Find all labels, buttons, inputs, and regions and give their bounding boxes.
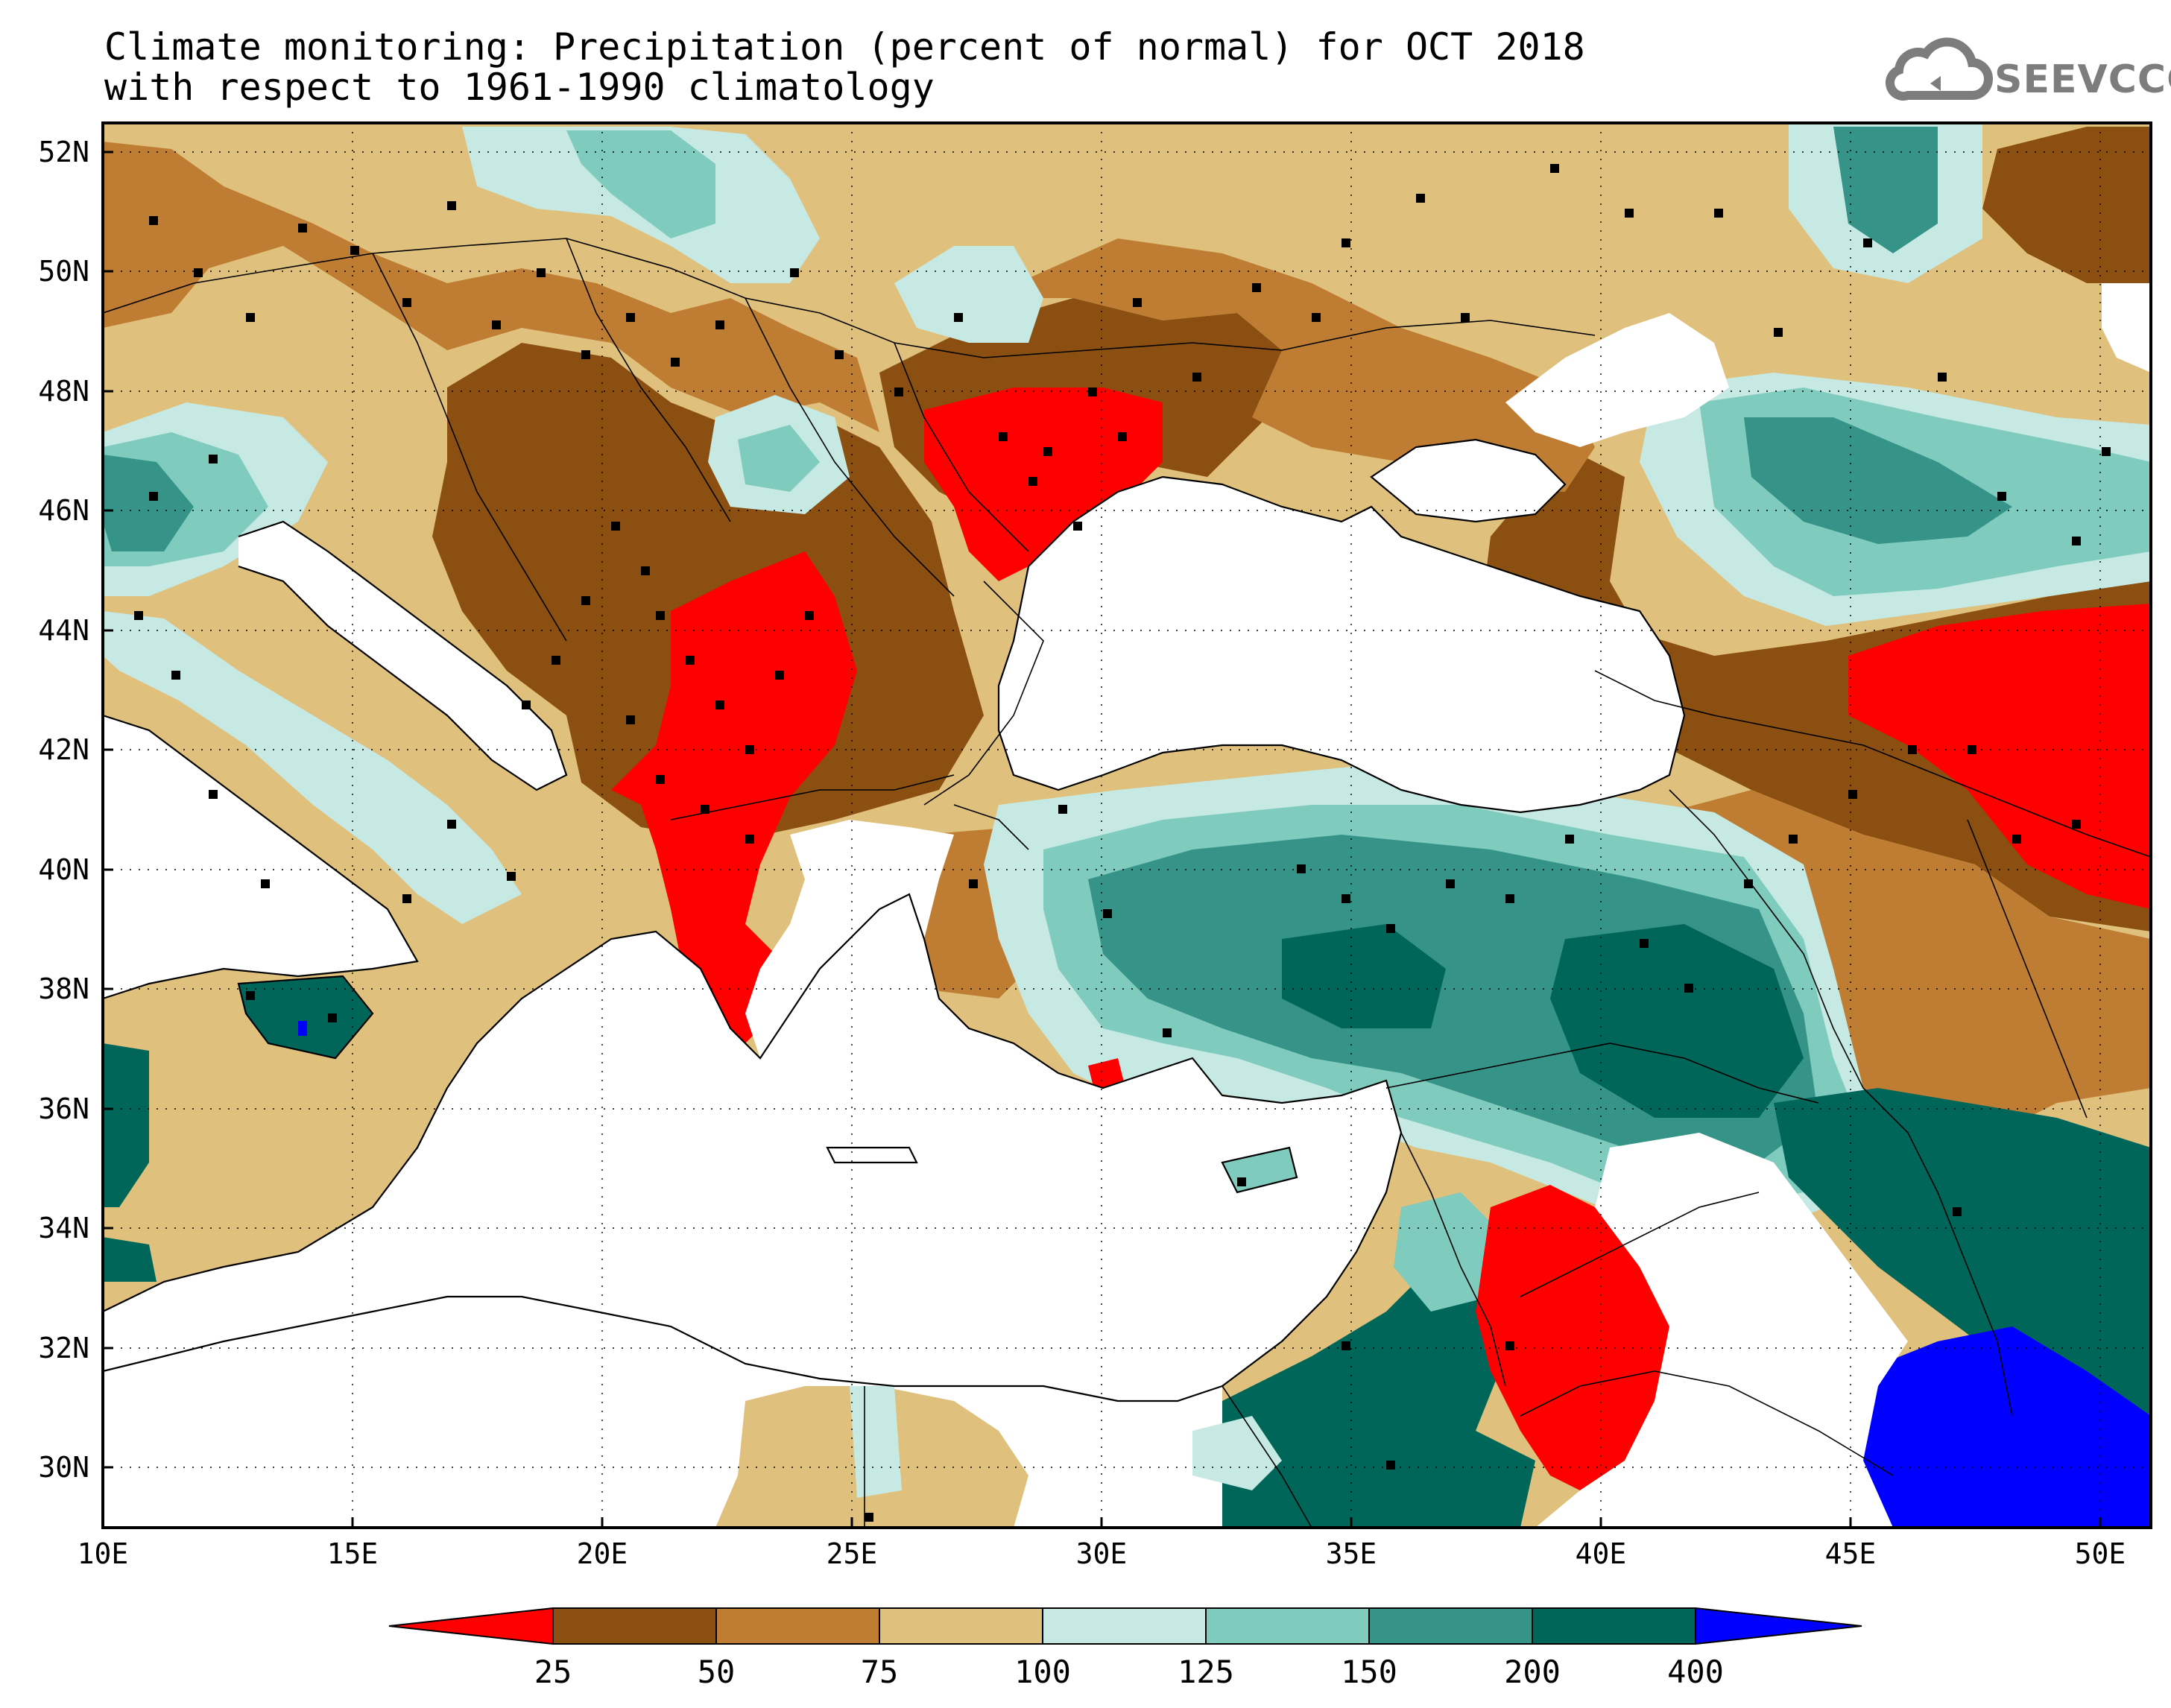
colorbar-seg-150-200	[1368, 1607, 1533, 1645]
y-tick-label: 36N	[38, 1092, 89, 1125]
seevccc-logo: SEEVCCC	[1886, 37, 2171, 102]
colorbar-label: 75	[861, 1654, 899, 1690]
zone-teal-west-edge	[103, 1043, 149, 1207]
zone-darkteal-alps	[103, 455, 194, 551]
y-tick-label: 42N	[38, 733, 89, 766]
x-tick-label: 30E	[1076, 1537, 1128, 1570]
axis-ticks	[101, 151, 2102, 1528]
y-tick-label: 48N	[38, 375, 89, 408]
colorbar-seg-below-25	[388, 1607, 554, 1645]
x-tick-label: 40E	[1576, 1537, 1627, 1570]
y-tick-label: 40N	[38, 853, 89, 886]
y-tick-label: 46N	[38, 494, 89, 527]
title-line-1: Climate monitoring: Precipitation (perce…	[104, 25, 1585, 69]
zone-lightteal-sinai	[1192, 1416, 1282, 1490]
zone-verydarkteal-iraq	[1774, 1088, 2151, 1431]
zone-red-romania	[924, 388, 1163, 581]
zone-lightteal-egypt	[850, 1386, 902, 1498]
colorbar-seg-50-75	[715, 1607, 880, 1645]
map-frame	[101, 121, 2152, 1529]
y-axis-labels: 52N 50N 48N 46N 44N 42N 40N 38N 36N 34N …	[38, 136, 89, 1484]
title-line-2: with respect to 1961-1990 climatology	[104, 66, 935, 109]
zone-darkteal-russia-north	[1833, 127, 1938, 253]
zone-lightteal-ukraine-north	[894, 246, 1043, 343]
zone-red-caucasus	[1848, 604, 2151, 909]
y-tick-label: 34N	[38, 1212, 89, 1244]
x-tick-label: 15E	[327, 1537, 379, 1570]
logo-text: SEEVCCC	[1994, 57, 2171, 102]
y-tick-label: 50N	[38, 255, 89, 288]
colorbar-seg-25-50	[552, 1607, 717, 1645]
no-data-russia-east	[2102, 283, 2151, 373]
zone-blue-sicily-dot	[298, 1021, 307, 1036]
colorbar-label: 50	[698, 1654, 736, 1690]
y-tick-label: 30N	[38, 1451, 89, 1484]
colorbar-label: 200	[1504, 1654, 1561, 1690]
colorbar-seg-100-125	[1042, 1607, 1207, 1645]
x-tick-label: 45E	[1825, 1537, 1877, 1570]
zone-blue-gulf	[1863, 1326, 2151, 1528]
azov-sea	[1371, 440, 1565, 522]
colorbar-seg-75-100	[879, 1607, 1043, 1645]
mediterranean-sea	[103, 894, 1401, 1401]
map-area	[103, 123, 2151, 1528]
black-sea	[999, 477, 1684, 812]
zone-lightteal-italy	[103, 611, 522, 924]
no-data-russia	[1505, 313, 1729, 447]
y-tick-label: 38N	[38, 972, 89, 1005]
zone-brown-central	[103, 142, 879, 432]
color-bar: 25 50 75 100 125 150 200 400	[388, 1607, 1862, 1690]
x-tick-label: 50E	[2075, 1537, 2126, 1570]
zone-dark-brown-northeast	[1982, 127, 2151, 283]
zone-teal-sicily	[238, 976, 373, 1058]
adriatic-sea	[238, 522, 566, 790]
colorbar-label: 25	[534, 1654, 572, 1690]
y-tick-label: 32N	[38, 1332, 89, 1364]
x-tick-label: 25E	[827, 1537, 878, 1570]
colorbar-seg-above-400	[1695, 1607, 1862, 1645]
zone-teal-hungary	[738, 425, 820, 492]
station-markers	[134, 164, 2111, 1522]
colorbar-seg-125-150	[1205, 1607, 1370, 1645]
colorbar-label: 150	[1341, 1654, 1397, 1690]
colorbar-seg-200-400	[1532, 1607, 1696, 1645]
x-axis-labels: 10E 15E 20E 25E 30E 35E 40E 45E 50E	[78, 1537, 2126, 1570]
zone-verydarkteal-anatolia	[1282, 924, 1446, 1028]
graticule	[103, 123, 2151, 1528]
colorbar-label: 400	[1667, 1654, 1724, 1690]
zone-teal-tunisia	[103, 1237, 157, 1282]
aegean-sea	[745, 820, 954, 1073]
tyrrhenian-sea	[103, 715, 417, 999]
x-tick-label: 20E	[577, 1537, 628, 1570]
y-tick-label: 44N	[38, 614, 89, 647]
cloud-icon	[1886, 37, 1993, 101]
x-tick-label: 10E	[78, 1537, 129, 1570]
zone-teal-poland	[566, 130, 715, 238]
zone-teal-levant	[1394, 1192, 1505, 1312]
country-borders	[103, 238, 2151, 1528]
y-tick-label: 52N	[38, 136, 89, 168]
x-tick-label: 35E	[1326, 1537, 1377, 1570]
zone-red-balkans	[611, 551, 857, 1058]
zone-darkteal-caucasus-north	[1744, 417, 2012, 544]
coastlines	[103, 438, 1686, 1402]
zone-verydarkteal-east-turkey	[1550, 924, 1804, 1118]
colorbar-label: 100	[1014, 1654, 1071, 1690]
colorbar-label: 125	[1178, 1654, 1234, 1690]
zone-verydarkteal-levant	[1222, 1267, 1535, 1528]
